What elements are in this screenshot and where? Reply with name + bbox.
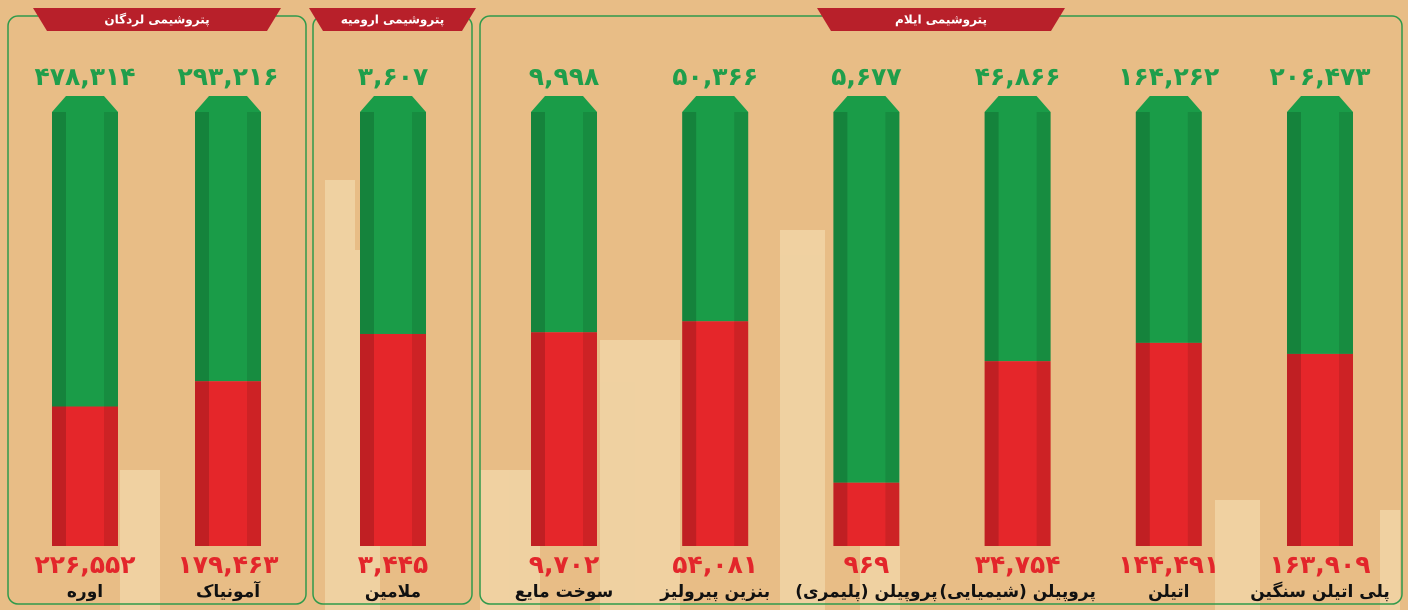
value-label-green: ۵,۶۷۷ xyxy=(831,62,902,91)
value-label-green: ۴۶,۸۶۶ xyxy=(975,62,1061,91)
bar-shade-left xyxy=(52,112,66,546)
bar-shade-right xyxy=(1188,112,1202,546)
panel-title: پتروشیمی ایلام xyxy=(895,13,987,28)
value-label-red: ۳,۴۴۵ xyxy=(358,550,429,579)
bar-cap xyxy=(1287,96,1353,112)
bar-cap xyxy=(360,96,426,112)
bar-shade-left xyxy=(1287,112,1301,546)
category-label: آمونیاک xyxy=(196,580,261,602)
value-label-red: ۱۴۴,۴۹۱ xyxy=(1118,550,1219,579)
chart: پتروشیمی لردگان ۲۹۳,۲۱۶ ۱۷۹,۴۶۳آمونیاک ۴۷۸,… xyxy=(0,0,1408,610)
page: {"chart_data": [ {"type": "bar", "title"… xyxy=(0,0,1408,610)
panel-title: پتروشیمی لردگان xyxy=(104,13,209,28)
value-label-green: ۵۰,۳۶۶ xyxy=(672,62,758,91)
category-label: پروپیلن (شیمیایی) xyxy=(939,582,1096,602)
bar-shade-left xyxy=(360,112,374,546)
bar-shade-right xyxy=(104,112,118,546)
value-label-red: ۱۷۹,۴۶۳ xyxy=(177,550,278,579)
category-label: پلی اتیلن سنگین xyxy=(1250,581,1390,602)
value-label-green: ۲۹۳,۲۱۶ xyxy=(177,62,278,91)
value-label-green: ۲۰۶,۴۷۳ xyxy=(1269,62,1370,91)
bar-shade-right xyxy=(734,112,748,546)
value-label-green: ۱۶۴,۲۶۲ xyxy=(1118,62,1219,91)
value-label-green: ۹,۹۹۸ xyxy=(529,62,600,91)
panel-title: پتروشیمی ارومیه xyxy=(341,13,444,28)
category-label: بنزین پیرولیز xyxy=(659,582,770,602)
bar-shade-left xyxy=(682,112,696,546)
bar-shade-right xyxy=(1037,112,1051,546)
bar-cap xyxy=(985,96,1051,112)
value-label-green: ۴۷۸,۳۱۴ xyxy=(34,62,135,91)
category-label: ملامین xyxy=(365,582,421,602)
bar-cap xyxy=(52,96,118,112)
value-label-red: ۹,۷۰۲ xyxy=(529,550,600,579)
value-label-red: ۳۴,۷۵۴ xyxy=(975,550,1061,579)
bar-cap xyxy=(531,96,597,112)
bar-shade-left xyxy=(1136,112,1150,546)
value-label-green: ۳,۶۰۷ xyxy=(358,62,429,91)
bar-cap xyxy=(682,96,748,112)
bar-cap xyxy=(1136,96,1202,112)
bar-shade-right xyxy=(885,112,899,546)
bar-shade-right xyxy=(412,112,426,546)
bar-cap xyxy=(195,96,261,112)
bar-shade-left xyxy=(531,112,545,546)
category-label: سوخت مایع xyxy=(515,582,613,602)
bar-cap xyxy=(833,96,899,112)
bar-shade-left xyxy=(833,112,847,546)
value-label-red: ۲۲۶,۵۵۲ xyxy=(34,550,135,579)
bar-shade-right xyxy=(1339,112,1353,546)
bar-shade-right xyxy=(247,112,261,546)
bar-shade-left xyxy=(195,112,209,546)
category-label: اتیلن xyxy=(1148,582,1189,602)
category-label: اوره xyxy=(67,582,103,602)
bar-shade-left xyxy=(985,112,999,546)
value-label-red: ۹۶۹ xyxy=(844,550,890,579)
background-art xyxy=(120,180,1400,610)
category-label: پروپیلن (پلیمری) xyxy=(795,582,937,602)
bar-shade-right xyxy=(583,112,597,546)
value-label-red: ۱۶۳,۹۰۹ xyxy=(1269,550,1370,579)
value-label-red: ۵۴,۰۸۱ xyxy=(672,550,758,579)
